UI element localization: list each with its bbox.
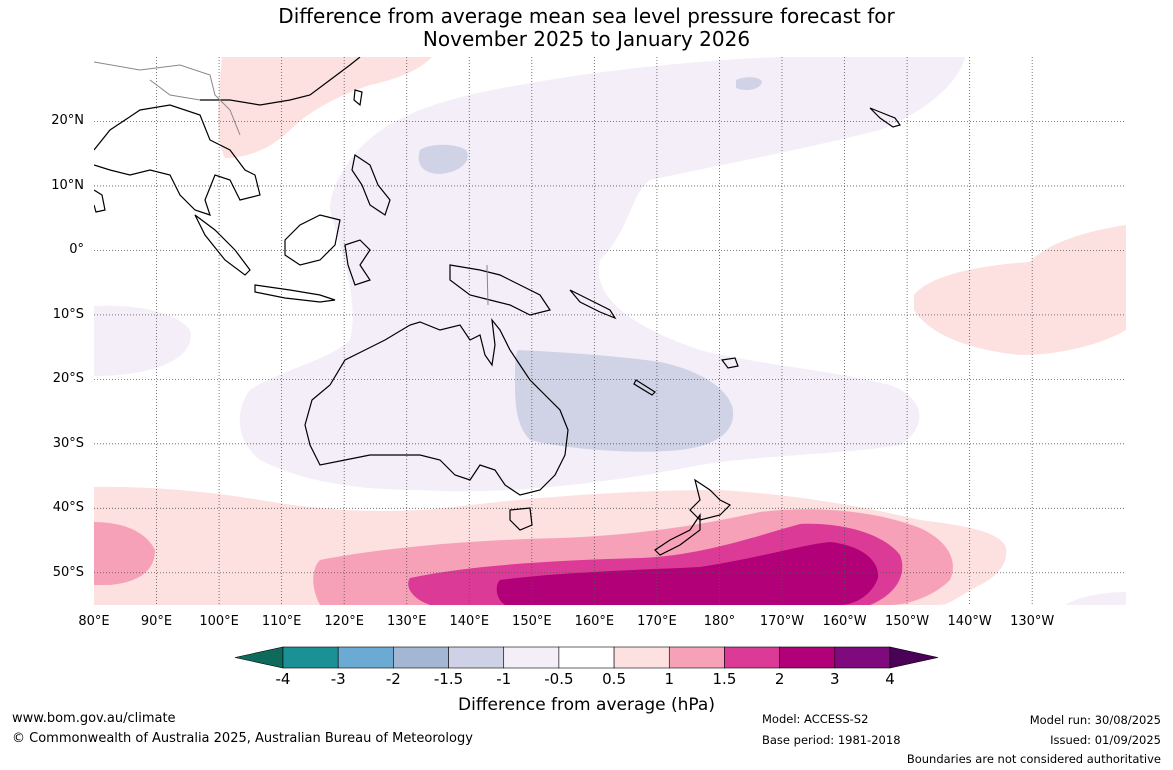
- anomaly-region-minus1-north: [736, 77, 762, 90]
- map-title-line2: November 2025 to January 2026: [422, 27, 751, 51]
- colorbar-tick-label: -3: [330, 670, 346, 688]
- coastlines: [94, 57, 901, 556]
- longitude-label: 150°E: [512, 614, 552, 629]
- latitude-label: 10°N: [51, 177, 84, 193]
- boundaries-disclaimer: Boundaries are not considered authoritat…: [906, 752, 1161, 766]
- coastline-hawaii: [869, 107, 901, 128]
- colorbar-tick-label: -2: [385, 670, 401, 688]
- colorbar-tick-label: 0.5: [602, 670, 626, 688]
- longitude-label: 160°E: [574, 614, 615, 629]
- map-gridlines: [94, 57, 1126, 605]
- anomaly-region-minus0p5-indian: [94, 305, 191, 376]
- latitude-label: 20°S: [52, 371, 84, 387]
- latitude-label: 50°S: [52, 564, 84, 580]
- map-title-line1: Difference from average mean sea level p…: [278, 4, 895, 28]
- colorbar-tick-label: -0.5: [544, 670, 574, 688]
- coastline-sumatra: [194, 214, 251, 276]
- anomaly-region-plus1-southern: [94, 522, 155, 585]
- colorbar-swatch: [779, 646, 836, 669]
- colorbar-swatch: [337, 646, 394, 669]
- colorbar-swatch: [393, 646, 449, 669]
- anomaly-region-minus1-coral-sea: [515, 350, 734, 452]
- longitude-label: 130°W: [1010, 614, 1055, 629]
- coastline-tasmania: [509, 507, 533, 531]
- country-borders: [94, 61, 489, 306]
- website-link[interactable]: www.bom.gov.au/climate: [12, 711, 176, 726]
- longitude-label: 120°E: [324, 614, 364, 629]
- colorbar-tick-label: 1: [664, 670, 675, 688]
- coastline-new-zealand-south: [654, 513, 701, 556]
- colorbar-swatch: [613, 646, 670, 669]
- coastline-se-asia: [94, 104, 261, 216]
- colorbar-swatch: [834, 646, 891, 669]
- coastline-sri-lanka: [94, 189, 106, 213]
- anomaly-region-plus2-southern: [496, 542, 879, 605]
- coastline-java: [254, 284, 336, 303]
- colorbar-swatch: [668, 646, 725, 669]
- coastline-fiji: [720, 357, 739, 369]
- colorbar-tick-label: 4: [885, 670, 895, 688]
- longitude-label: 90°E: [140, 614, 173, 629]
- colorbar-swatch: [724, 646, 780, 669]
- longitude-label: 170°W: [759, 614, 805, 629]
- colorbar-swatch: [448, 646, 505, 669]
- coastline-solomons: [569, 289, 617, 320]
- model-name: Model: ACCESS-S2: [762, 712, 869, 726]
- coastline-australia: [304, 317, 569, 496]
- latitude-label: 20°N: [51, 113, 84, 129]
- coastline-sulawesi: [344, 239, 371, 286]
- coastline-philippines: [351, 154, 391, 216]
- longitude-label: 140°W: [947, 614, 992, 629]
- colorbar-label: Difference from average (hPa): [458, 695, 715, 715]
- coastline-taiwan: [353, 89, 363, 107]
- colorbar-tick-label: -1: [496, 670, 512, 688]
- anomaly-region-plus0p5-east-pacific: [914, 225, 1126, 355]
- longitude-label: 180°: [703, 614, 736, 629]
- issued-date: Issued: 01/09/2025: [1050, 733, 1161, 747]
- coastline-borneo: [284, 214, 341, 266]
- coastline-new-guinea: [449, 264, 551, 316]
- longitude-label: 150°W: [884, 614, 930, 629]
- colorbar-tick-label: -1.5: [433, 670, 464, 688]
- colorbar-tick-label: 3: [830, 670, 840, 688]
- longitude-label: 170°E: [637, 614, 677, 629]
- colorbar-tick-label: 1.5: [712, 670, 737, 688]
- latitude-label: 40°S: [52, 500, 84, 516]
- colorbar-tick-label: 2: [774, 670, 785, 688]
- colorbar-swatch: [503, 646, 560, 669]
- longitude-label: 80°E: [78, 614, 110, 629]
- colorbar-swatch: [282, 646, 339, 669]
- coastline-new-zealand-north: [689, 478, 732, 521]
- longitude-label: 110°E: [261, 614, 302, 629]
- colorbar-extend-high: [889, 646, 939, 669]
- longitude-label: 130°E: [386, 614, 427, 629]
- coastline-new-caledonia: [633, 379, 656, 396]
- base-period: Base period: 1981-2018: [762, 733, 901, 747]
- coastline-east-asia: [200, 57, 361, 106]
- colorbar-swatch: [558, 646, 615, 669]
- colorbar: [234, 646, 939, 669]
- colorbar-tick-label: -4: [275, 670, 291, 688]
- anomaly-region-plus0p5-east-asia: [218, 57, 432, 158]
- latitude-label: 0°: [69, 242, 84, 258]
- longitude-label: 100°E: [199, 614, 239, 629]
- model-run-date: Model run: 30/08/2025: [1029, 713, 1161, 727]
- anomaly-region-minus1-philippine: [418, 144, 468, 174]
- anomaly-region-minus0p5-southeast: [1065, 592, 1126, 605]
- latitude-label: 30°S: [52, 435, 84, 451]
- longitude-label: 140°E: [449, 614, 490, 629]
- latitude-label: 10°S: [52, 306, 84, 322]
- longitude-label: 160°W: [822, 614, 867, 629]
- colorbar-extend-low: [234, 646, 284, 669]
- map-plot-area: [94, 57, 1126, 605]
- copyright-text: © Commonwealth of Australia 2025, Austra…: [12, 731, 473, 746]
